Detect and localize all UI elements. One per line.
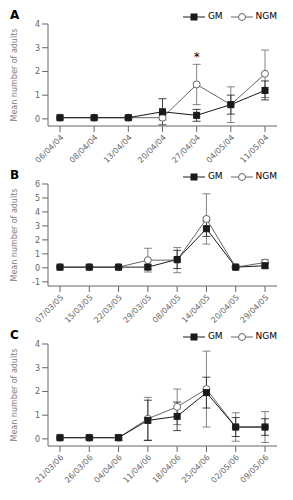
svg-text:04/05/04: 04/05/04 bbox=[204, 133, 236, 165]
svg-text:22/03/05: 22/03/05 bbox=[92, 293, 124, 325]
svg-text:20/04/05: 20/04/05 bbox=[209, 293, 241, 325]
html-text:GM: GM bbox=[207, 171, 223, 181]
svg-text:6: 6 bbox=[35, 180, 40, 189]
svg-text:0: 0 bbox=[35, 115, 40, 124]
html-text:B: B bbox=[10, 168, 20, 182]
svg-text:29/03/05: 29/03/05 bbox=[122, 293, 154, 325]
html-text:GM: GM bbox=[207, 331, 223, 341]
svg-text:09/05/06: 09/05/06 bbox=[239, 453, 271, 485]
svg-text:3: 3 bbox=[35, 222, 40, 231]
svg-text:5: 5 bbox=[35, 194, 40, 203]
svg-text:18/04/06: 18/04/06 bbox=[151, 453, 183, 485]
html-text:A: A bbox=[10, 8, 20, 22]
svg-text:4: 4 bbox=[35, 340, 40, 349]
svg-text:2: 2 bbox=[35, 236, 40, 245]
svg-text:4: 4 bbox=[35, 20, 40, 29]
svg-text:26/03/06: 26/03/06 bbox=[63, 453, 95, 485]
svg-text:21/03/06: 21/03/06 bbox=[34, 453, 66, 485]
svg-text:07/03/05: 07/03/05 bbox=[34, 293, 66, 325]
svg-text:27/04/04: 27/04/04 bbox=[170, 133, 202, 165]
svg-text:*: * bbox=[194, 50, 200, 64]
svg-text:08/04/04: 08/04/04 bbox=[68, 133, 100, 165]
html-text:C: C bbox=[10, 328, 19, 342]
svg-text:3: 3 bbox=[35, 44, 40, 53]
svg-text:20/04/04: 20/04/04 bbox=[136, 133, 168, 165]
svg-text:4: 4 bbox=[35, 208, 40, 217]
svg-text:-1: -1 bbox=[32, 278, 40, 287]
svg-text:02/05/06: 02/05/06 bbox=[209, 453, 241, 485]
svg-text:2: 2 bbox=[35, 387, 40, 396]
svg-text:1: 1 bbox=[35, 91, 40, 100]
svg-text:04/04/06: 04/04/06 bbox=[92, 453, 124, 485]
html-text:GM: GM bbox=[207, 11, 223, 21]
svg-text:3: 3 bbox=[35, 364, 40, 373]
svg-text:06/04/04: 06/04/04 bbox=[34, 133, 66, 165]
svg-text:08/04/05: 08/04/05 bbox=[151, 293, 183, 325]
html-text:NGM: NGM bbox=[255, 331, 277, 341]
svg-text:0: 0 bbox=[35, 264, 40, 273]
html-text:NGM: NGM bbox=[255, 171, 277, 181]
svg-text:Mean number of adults: Mean number of adults bbox=[10, 189, 19, 282]
html-text:NGM: NGM bbox=[255, 11, 277, 21]
svg-text:11/04/06: 11/04/06 bbox=[122, 453, 154, 485]
svg-text:1: 1 bbox=[35, 250, 40, 259]
svg-text:15/03/05: 15/03/05 bbox=[63, 293, 95, 325]
svg-text:11/05/04: 11/05/04 bbox=[239, 133, 271, 165]
svg-text:13/04/04: 13/04/04 bbox=[102, 133, 134, 165]
svg-text:14/04/05: 14/04/05 bbox=[180, 293, 212, 325]
svg-text:1: 1 bbox=[35, 411, 40, 420]
svg-text:29/04/05: 29/04/05 bbox=[239, 293, 271, 325]
svg-text:Mean number of adults: Mean number of adults bbox=[10, 29, 19, 122]
svg-text:0: 0 bbox=[35, 435, 40, 444]
svg-text:25/04/06: 25/04/06 bbox=[180, 453, 212, 485]
svg-text:2: 2 bbox=[35, 67, 40, 76]
svg-text:Mean number of adults: Mean number of adults bbox=[10, 349, 19, 442]
